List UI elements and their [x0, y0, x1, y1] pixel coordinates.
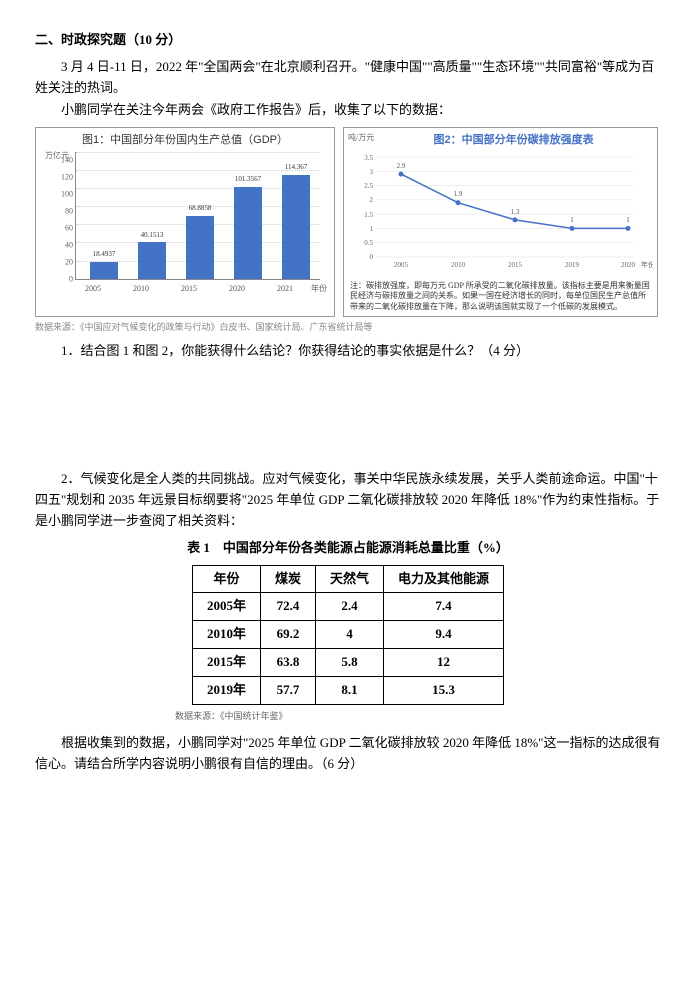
svg-text:1.5: 1.5 [364, 211, 373, 219]
bar-label: 114.367 [276, 162, 316, 173]
td: 2010年 [192, 621, 260, 649]
bar [186, 216, 214, 278]
svg-text:3.5: 3.5 [364, 154, 373, 162]
source-line: 数据来源：《中国应对气候变化的政策与行动》白皮书、国家统计局、广东省统计局等 [35, 320, 661, 334]
intro-p2: 小鹏同学在关注今年两会《政府工作报告》后，收集了以下的数据： [35, 100, 661, 121]
table-row: 2010年 69.2 4 9.4 [192, 621, 503, 649]
point-label: 1.9 [454, 190, 463, 198]
svg-text:0: 0 [370, 253, 374, 261]
bar [234, 187, 262, 279]
th: 天然气 [316, 565, 384, 593]
point-label: 1 [626, 216, 630, 224]
bar-label: 40.1513 [132, 230, 172, 241]
section-title: 二、时政探究题（10 分） [35, 30, 661, 51]
bar [90, 262, 118, 279]
td: 57.7 [260, 676, 315, 704]
bar [282, 175, 310, 279]
svg-text:2010: 2010 [451, 261, 466, 269]
chart2-title: 图2：中国部分年份碳排放强度表 [374, 132, 653, 150]
table-title: 表 1 中国部分年份各类能源占能源消耗总量比重（%） [35, 538, 661, 559]
td: 69.2 [260, 621, 315, 649]
chart1-title: 图1：中国部分年份国内生产总值（GDP） [40, 132, 330, 150]
answer-gap [35, 365, 661, 465]
td: 63.8 [260, 648, 315, 676]
point-label: 1 [570, 216, 574, 224]
td: 2019年 [192, 676, 260, 704]
energy-table: 年份 煤炭 天然气 电力及其他能源 2005年 72.4 2.4 7.4 201… [192, 565, 504, 705]
question-2-main: 根据收集到的数据，小鹏同学对"2025 年单位 GDP 二氧化碳排放较 2020… [35, 733, 661, 775]
chart2-yunit: 吨/万元 [348, 132, 374, 145]
td: 9.4 [384, 621, 504, 649]
point-label: 1.3 [511, 208, 520, 216]
ytick: 60 [45, 222, 73, 235]
td: 15.3 [384, 676, 504, 704]
chart1-plot: 万亿元 年份 140 120 100 80 60 40 20 0 18.4937 [45, 152, 325, 302]
svg-text:2005: 2005 [394, 261, 409, 269]
svg-text:2020: 2020 [621, 261, 636, 269]
svg-text:0.5: 0.5 [364, 239, 373, 247]
xtick: 2015 [181, 283, 197, 296]
ytick: 80 [45, 205, 73, 218]
td: 7.4 [384, 593, 504, 621]
svg-text:2.5: 2.5 [364, 182, 373, 190]
th: 年份 [192, 565, 260, 593]
intro-p1: 3 月 4 日-11 日，2022 年"全国两会"在北京顺利召开。"健康中国""… [35, 57, 661, 99]
ytick: 120 [45, 171, 73, 184]
td: 12 [384, 648, 504, 676]
td: 2005年 [192, 593, 260, 621]
chart2-xunit: 年份 [641, 260, 653, 269]
svg-text:2: 2 [370, 196, 374, 204]
td: 72.4 [260, 593, 315, 621]
table-row: 2015年 63.8 5.8 12 [192, 648, 503, 676]
chart1-area: 18.4937 40.1513 68.8858 101.3567 114.367 [75, 152, 320, 280]
xtick: 2020 [229, 283, 245, 296]
ytick: 40 [45, 239, 73, 252]
ytick: 100 [45, 188, 73, 201]
svg-text:2019: 2019 [565, 261, 580, 269]
charts-row: 图1：中国部分年份国内生产总值（GDP） 万亿元 年份 140 120 100 … [35, 127, 661, 317]
svg-text:2015: 2015 [508, 261, 523, 269]
th: 煤炭 [260, 565, 315, 593]
ytick: 20 [45, 256, 73, 269]
td: 8.1 [316, 676, 384, 704]
bar-label: 101.3567 [228, 174, 268, 185]
td: 2015年 [192, 648, 260, 676]
table-source: 数据来源：《中国统计年鉴》 [175, 709, 661, 723]
chart2-note: 注：碳排放强度，即每万元 GDP 所承受的二氧化碳排放量。该指标主要是用来衡量国… [348, 279, 653, 312]
ytick: 140 [45, 154, 73, 167]
chart2-plot: 0 0.5 1 1.5 2 2.5 3 3.5 2.9 1.9 1.3 1 [348, 152, 653, 279]
td: 2.4 [316, 593, 384, 621]
bar-label: 68.8858 [180, 203, 220, 214]
chart2-svg: 0 0.5 1 1.5 2 2.5 3 3.5 2.9 1.9 1.3 1 [348, 152, 653, 272]
xtick: 2010 [133, 283, 149, 296]
chart1-box: 图1：中国部分年份国内生产总值（GDP） 万亿元 年份 140 120 100 … [35, 127, 335, 317]
chart1-xunit: 年份 [311, 283, 327, 296]
svg-text:1: 1 [370, 225, 374, 233]
td: 5.8 [316, 648, 384, 676]
point-label: 2.9 [397, 162, 406, 170]
th: 电力及其他能源 [384, 565, 504, 593]
question-1: 1．结合图 1 和图 2，你能获得什么结论？你获得结论的事实依据是什么？（4 分… [35, 341, 661, 362]
table-header-row: 年份 煤炭 天然气 电力及其他能源 [192, 565, 503, 593]
xtick: 2005 [85, 283, 101, 296]
bar-label: 18.4937 [84, 249, 124, 260]
chart2-box: 吨/万元 图2：中国部分年份碳排放强度表 0 0.5 1 1.5 [343, 127, 658, 317]
table-row: 2019年 57.7 8.1 15.3 [192, 676, 503, 704]
svg-text:3: 3 [370, 168, 374, 176]
ytick: 0 [45, 273, 73, 286]
table-row: 2005年 72.4 2.4 7.4 [192, 593, 503, 621]
xtick: 2021 [277, 283, 293, 296]
bar [138, 242, 166, 278]
question-2-intro: 2．气候变化是全人类的共同挑战。应对气候变化，事关中华民族永续发展，关乎人类前途… [35, 469, 661, 531]
td: 4 [316, 621, 384, 649]
